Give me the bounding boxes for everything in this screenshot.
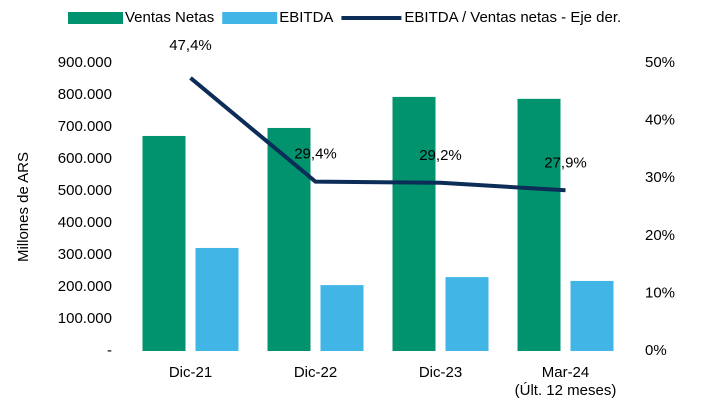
y2-tick-label: 30% — [645, 169, 675, 186]
y-tick-label: - — [107, 342, 112, 359]
y2-tick-label: 10% — [645, 284, 675, 301]
legend-label: EBITDA / Ventas netas - Eje der. — [404, 9, 621, 26]
bar — [445, 277, 489, 351]
data-label: 29,2% — [419, 147, 462, 164]
legend-swatch — [68, 12, 123, 24]
y2-tick-label: 50% — [645, 54, 675, 71]
y2-tick-label: 0% — [645, 342, 667, 359]
legend-swatch — [222, 12, 278, 24]
legend-label: Ventas Netas — [125, 9, 214, 26]
y2-tick-label: 20% — [645, 227, 675, 244]
y-tick-label: 200.000 — [58, 278, 112, 295]
y-axis-label: Millones de ARS — [15, 152, 32, 262]
y-tick-label: 400.000 — [58, 214, 112, 231]
x-tick-label: Mar-24 (Últ. 12 meses) — [514, 364, 617, 399]
x-tick-label: Dic-23 — [418, 364, 463, 381]
y-tick-label: 900.000 — [58, 54, 112, 71]
y-tick-label: 800.000 — [58, 86, 112, 103]
bar — [392, 96, 436, 351]
bar — [142, 135, 186, 351]
bar — [570, 280, 614, 351]
data-label: 27,9% — [544, 154, 587, 171]
bar — [267, 127, 311, 352]
y-tick-label: 300.000 — [58, 246, 112, 263]
y-tick-label: 100.000 — [58, 310, 112, 327]
y-tick-label: 700.000 — [58, 118, 112, 135]
bar — [320, 285, 364, 351]
legend-label: EBITDA — [279, 9, 333, 26]
x-tick-label: Dic-22 — [293, 364, 338, 381]
data-label: 29,4% — [294, 146, 337, 163]
bar — [195, 247, 239, 351]
line — [189, 76, 566, 193]
x-tick-label: Dic-21 — [168, 364, 213, 381]
data-label: 47,4% — [169, 37, 212, 54]
y2-tick-label: 40% — [645, 112, 675, 129]
bar — [517, 98, 561, 351]
y-tick-label: 500.000 — [58, 182, 112, 199]
y-tick-label: 600.000 — [58, 150, 112, 167]
